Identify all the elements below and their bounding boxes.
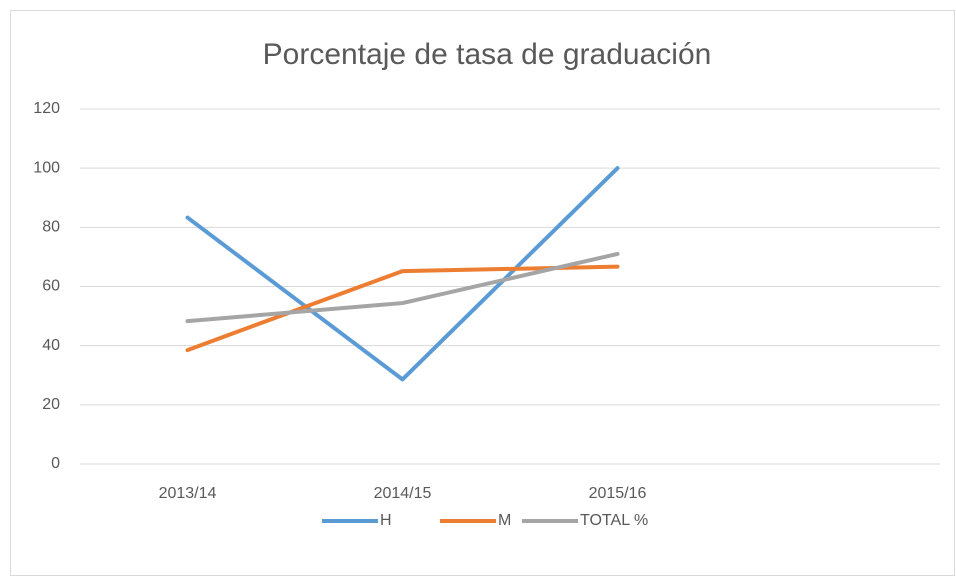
y-tick-label: 60: [42, 278, 60, 295]
series-line: [185, 251, 620, 324]
series-line: [185, 264, 620, 353]
y-tick-label: 100: [33, 159, 60, 176]
chart-title: Porcentaje de tasa de graduación: [263, 38, 712, 71]
series-line: [185, 166, 620, 382]
y-tick-label: 20: [42, 396, 60, 413]
chart-border: [10, 10, 955, 576]
y-tick-label: 40: [42, 337, 60, 354]
legend-label: TOTAL %: [580, 512, 648, 529]
y-tick-label: 0: [51, 455, 60, 472]
legend-label: M: [498, 512, 511, 529]
x-tick-label: 2013/14: [159, 485, 217, 502]
legend-label: H: [380, 512, 392, 529]
x-tick-label: 2015/16: [589, 485, 647, 502]
y-tick-label: 80: [42, 219, 60, 236]
x-tick-label: 2014/15: [374, 485, 432, 502]
y-tick-label: 120: [33, 100, 60, 117]
